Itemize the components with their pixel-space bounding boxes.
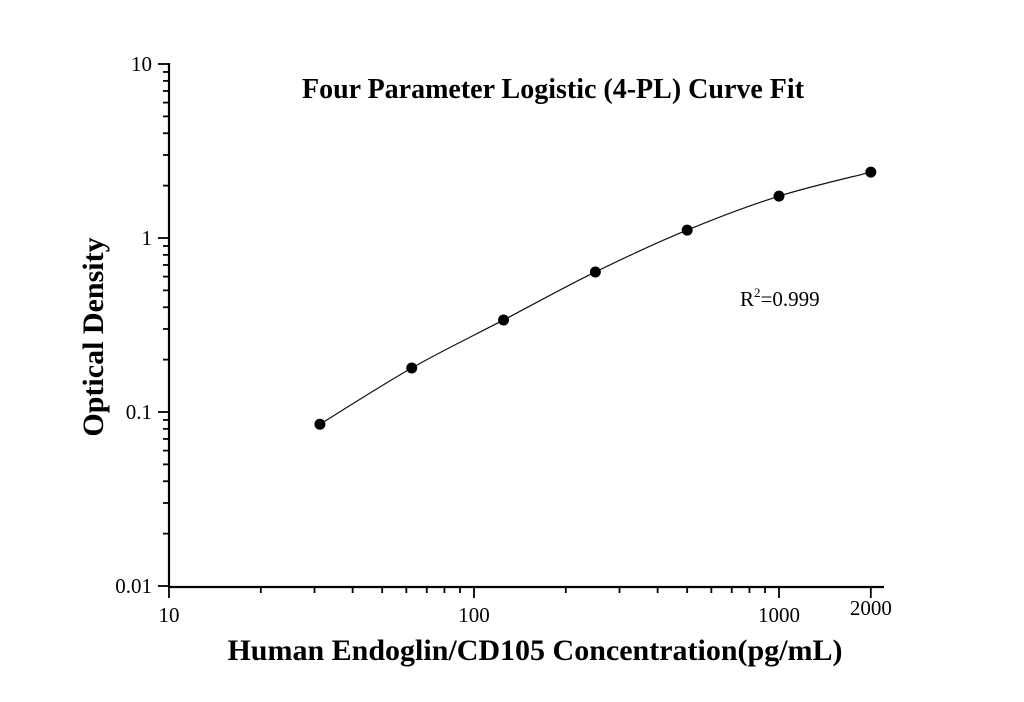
r-superscript: 2 [754,285,761,300]
x-tick-label: 1000 [758,603,800,627]
x-tick-label: 10 [159,603,180,627]
x-tick-label: 2000 [850,596,892,620]
y-tick-label: 0.1 [126,400,152,424]
y-tick-label: 0.01 [115,574,152,598]
data-point [406,362,418,374]
y-axis-title: Optical Density [77,237,110,436]
data-point [773,190,785,202]
data-point [498,314,510,326]
data-point [681,224,693,236]
r-label: R [740,287,754,311]
data-point [589,266,601,278]
chart-title: Four Parameter Logistic (4-PL) Curve Fit [302,74,805,105]
axes: 0.01 0.1 1 10 10 100 1000 2000 [115,52,892,627]
y-tick-label: 1 [142,226,153,250]
x-axis-ticks: 10 100 1000 2000 [159,587,892,627]
data-points [314,166,877,430]
data-point [865,166,877,178]
y-tick-label: 10 [131,52,152,76]
x-axis-title: Human Endoglin/CD105 Concentration(pg/mL… [227,634,842,667]
data-point [314,418,326,430]
x-tick-label: 100 [458,603,490,627]
r-value: =0.999 [761,287,820,311]
r-squared-annotation: R2=0.999 [740,285,820,311]
y-axis-ticks: 0.01 0.1 1 10 [115,52,169,598]
